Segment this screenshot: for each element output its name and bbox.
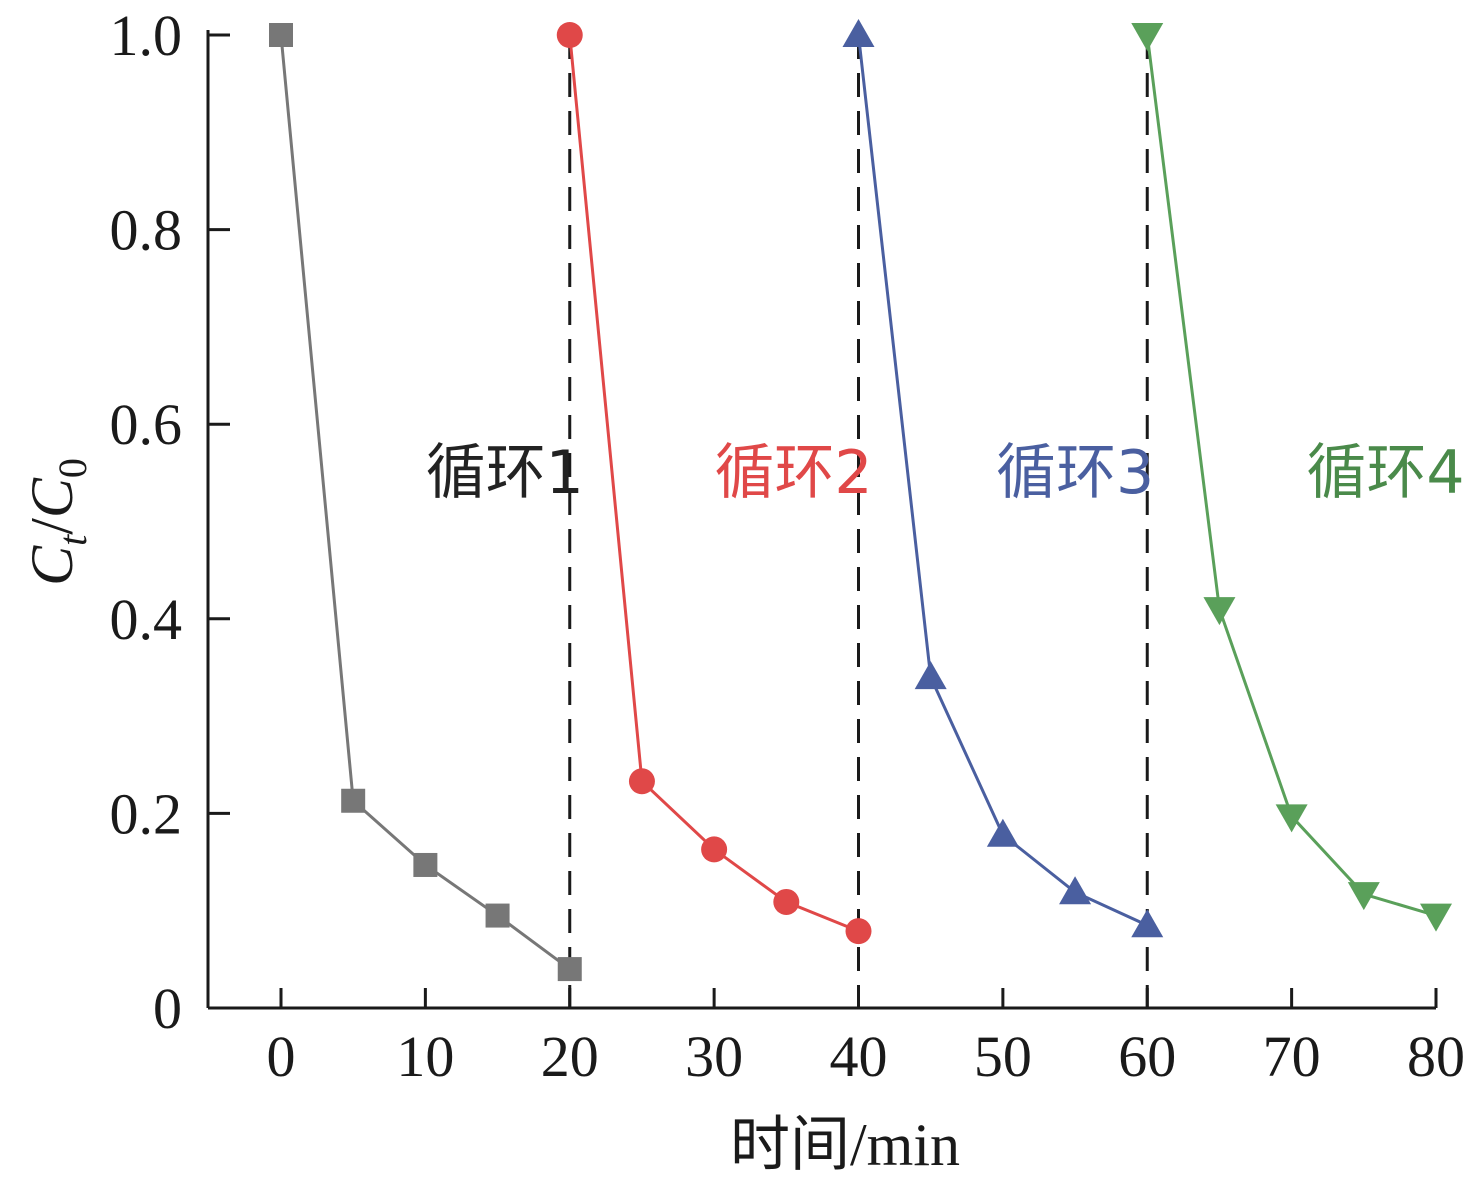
y-title-slash: / xyxy=(19,518,85,535)
data-point-3-5 xyxy=(1131,909,1164,938)
data-point-4-5 xyxy=(1420,903,1452,932)
cycle-label-2: 循环2 xyxy=(714,438,872,508)
data-point-1-3 xyxy=(413,852,438,877)
x-axis-title: 时间/min xyxy=(730,1112,960,1178)
series-1 xyxy=(269,23,582,982)
data-point-2-3 xyxy=(701,836,728,863)
y-title-sub-0: 0 xyxy=(50,458,95,478)
y-tick-label-1: 1.0 xyxy=(110,3,183,68)
cycle-labels: 循环1 循环2 循环3 循环4 xyxy=(426,438,1465,508)
y-tick-label-0.8: 0.8 xyxy=(110,198,183,263)
y-axis-title: Ct/C0 xyxy=(19,458,95,586)
series-3 xyxy=(842,19,1164,938)
x-tick-label-20: 20 xyxy=(541,1024,599,1089)
cycle-label-4: 循环4 xyxy=(1306,438,1464,508)
y-tick-label-0: 0 xyxy=(153,976,182,1041)
x-tick-label-30: 30 xyxy=(685,1024,743,1089)
y-title-c0: C xyxy=(19,477,85,518)
data-point-4-2 xyxy=(1203,597,1236,626)
x-tick-label-50: 50 xyxy=(974,1024,1032,1089)
data-point-4-3 xyxy=(1275,804,1308,833)
data-point-3-3 xyxy=(986,818,1019,847)
data-point-1-5 xyxy=(557,957,582,982)
x-tick-label-70: 70 xyxy=(1263,1024,1321,1089)
series-group xyxy=(269,19,1452,982)
data-point-3-4 xyxy=(1059,876,1092,905)
data-point-2-4 xyxy=(773,888,800,915)
data-point-1-4 xyxy=(485,903,510,928)
data-point-3-2 xyxy=(914,661,947,690)
x-tick-label-60: 60 xyxy=(1118,1024,1176,1089)
cycle-label-3: 循环3 xyxy=(996,438,1154,508)
series-4 xyxy=(1131,23,1452,932)
y-tick-label-0.6: 0.6 xyxy=(110,392,183,457)
axes: 0 10 20 30 40 50 60 70 80 0 0.2 0.4 0.6 0.8 1.0 xyxy=(110,3,1466,1089)
series-2 xyxy=(556,22,872,945)
cycle-label-1: 循环1 xyxy=(426,438,584,508)
data-point-2-1 xyxy=(556,22,583,48)
x-tick-label-0: 0 xyxy=(267,1024,296,1089)
data-point-2-5 xyxy=(845,918,872,945)
cycle-divider-lines xyxy=(568,35,1149,1008)
data-point-1-1 xyxy=(269,23,293,47)
data-point-2-2 xyxy=(628,768,655,795)
x-tick-label-80: 80 xyxy=(1407,1024,1465,1089)
y-tick-label-0.4: 0.4 xyxy=(110,587,183,652)
x-tick-label-10: 10 xyxy=(396,1024,454,1089)
data-point-1-2 xyxy=(341,788,366,813)
data-point-3-1 xyxy=(842,19,875,47)
svg-text:Ct/C0: Ct/C0 xyxy=(19,458,95,586)
y-title-c: C xyxy=(19,545,85,586)
y-tick-label-0.2: 0.2 xyxy=(110,781,183,846)
x-tick-label-40: 40 xyxy=(830,1024,888,1089)
data-point-4-4 xyxy=(1347,882,1380,911)
y-title-sub-t: t xyxy=(50,534,95,546)
data-point-4-1 xyxy=(1131,23,1164,51)
